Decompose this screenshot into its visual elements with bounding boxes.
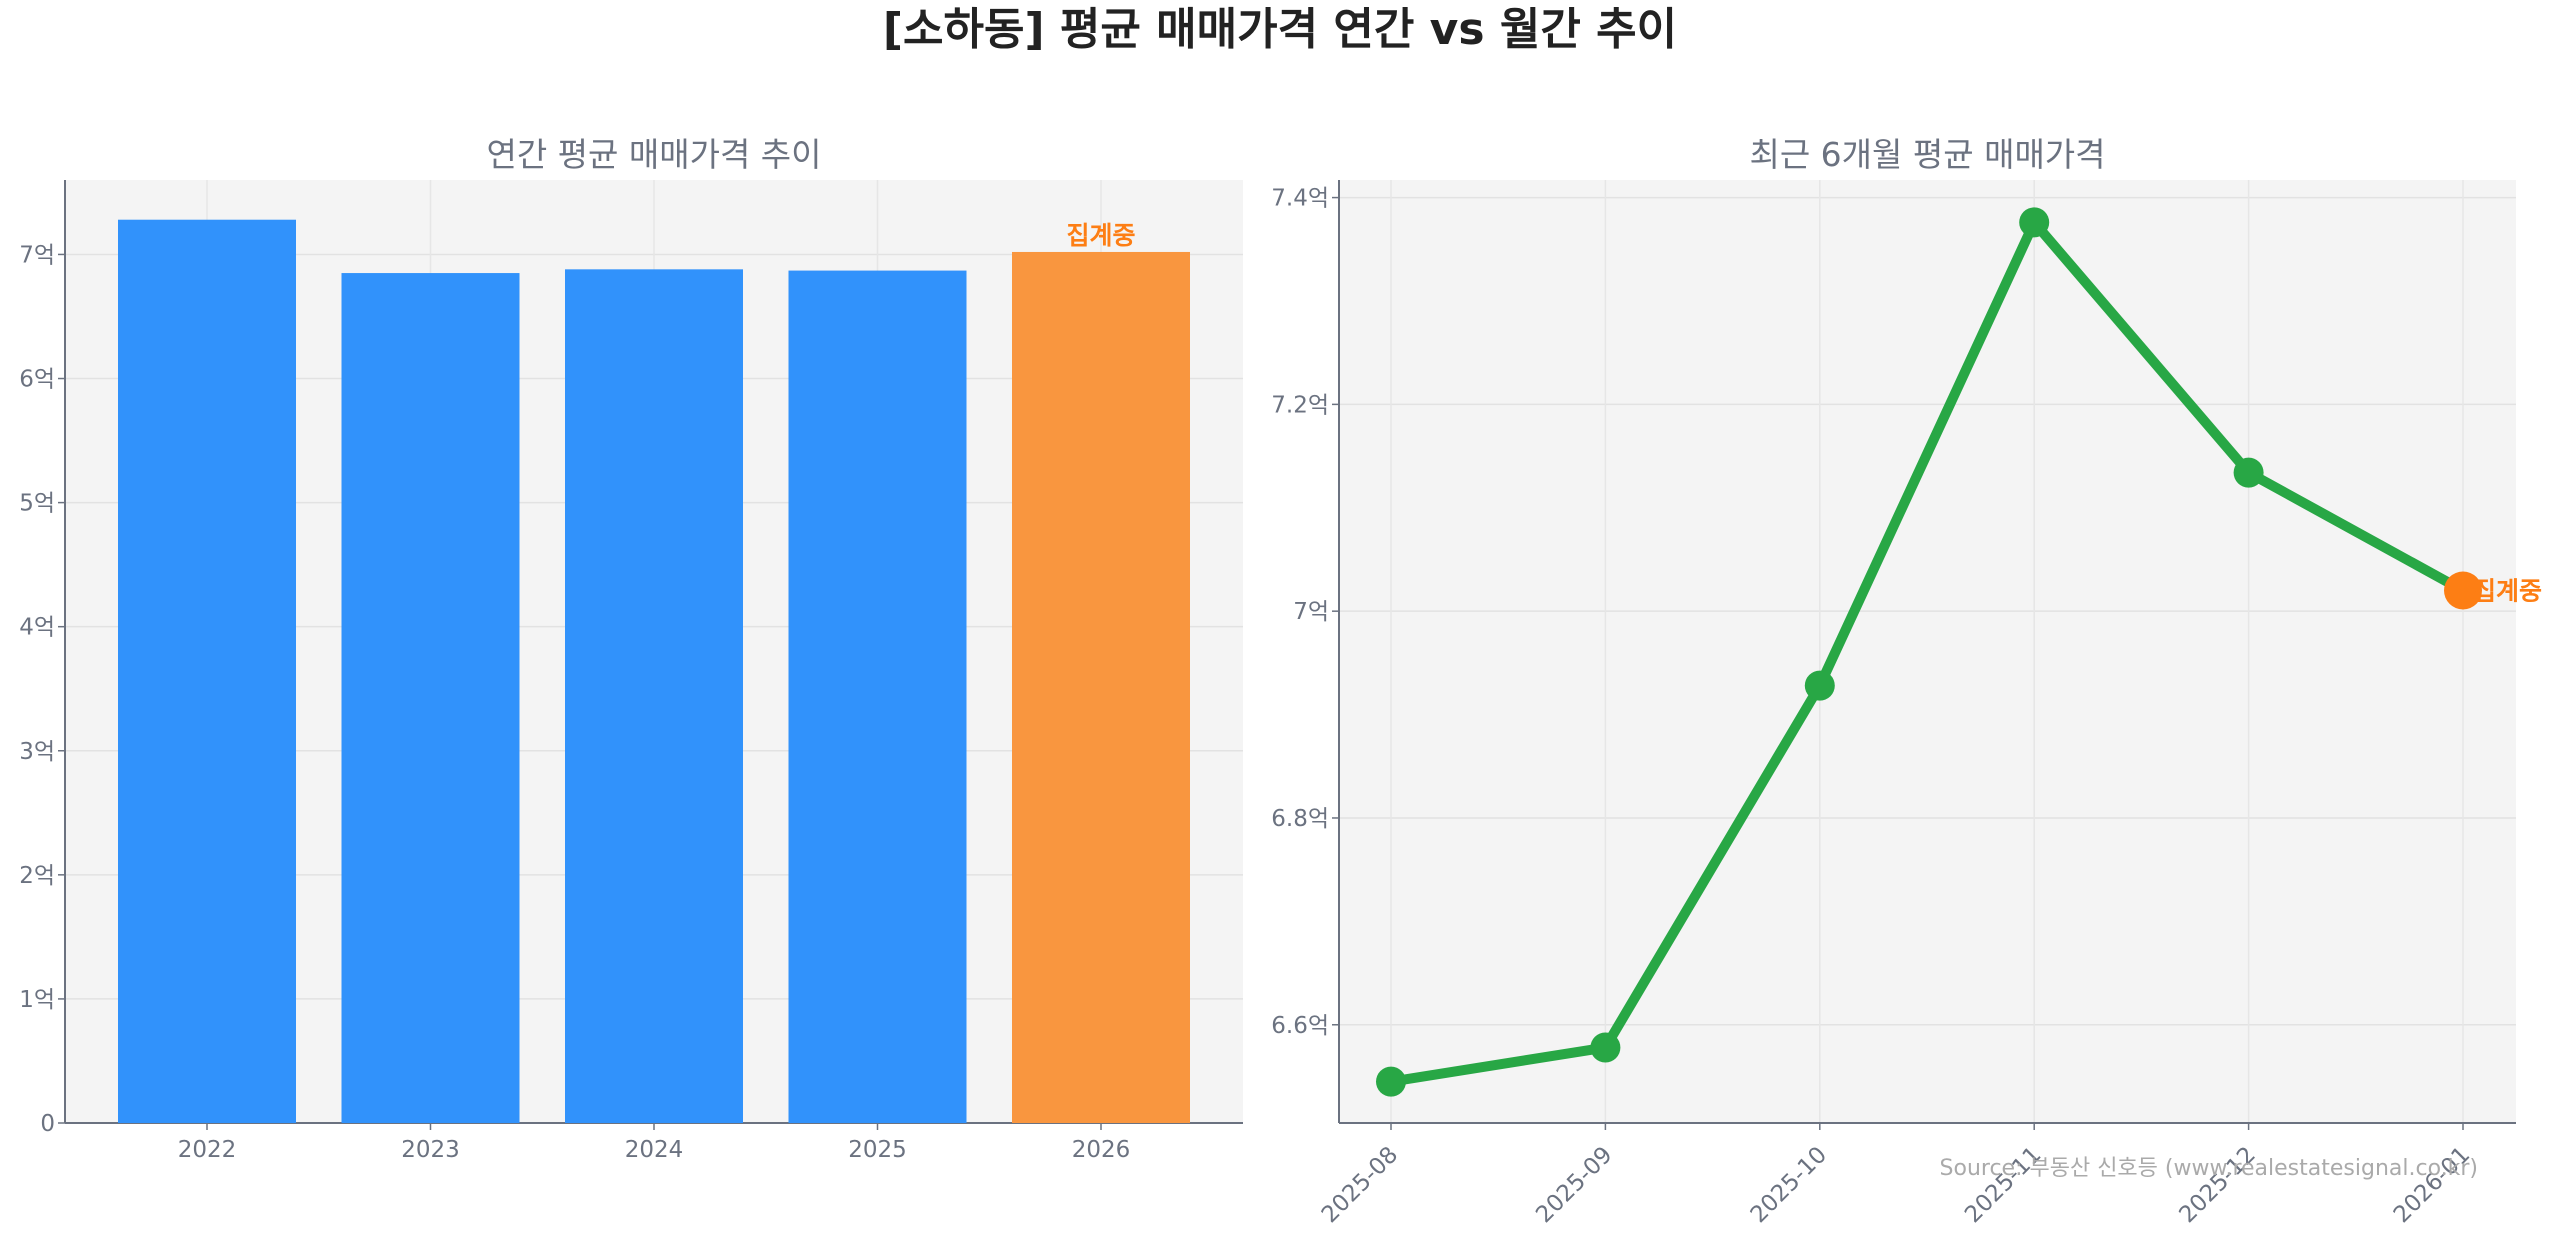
data-point-2025-09 (1590, 1032, 1621, 1063)
bar-2023 (341, 273, 520, 1123)
bar-2025 (788, 270, 967, 1123)
y-tick-label: 3억 (19, 739, 55, 765)
x-tick-label: 2025-12 (2174, 1142, 2260, 1228)
y-tick-label: 6.6억 (1271, 1013, 1329, 1039)
y-tick-label: 6.8억 (1271, 806, 1329, 832)
monthly-line-chart: 6.6억 6.8억 7억 7.2억 7.4억 최근 6개월 평균 매매가격 2025-08 2… (1271, 135, 2542, 1228)
bar-2026 (1012, 251, 1190, 1123)
plot-area (1339, 180, 2516, 1123)
x-tick-label: 2025-11 (1960, 1142, 2046, 1228)
y-tick-label: 6억 (19, 367, 55, 393)
source-note: Source: 부동산 신호등 (www.realestatesignal.co… (1940, 1156, 2478, 1181)
x-tick-label: 2025-10 (1746, 1142, 1832, 1228)
bar-2024 (565, 269, 743, 1123)
x-tick-label: 2025-09 (1531, 1142, 1617, 1228)
data-point-2026-01 (2444, 571, 2482, 610)
main-title: [소하동] 평균 매매가격 연간 vs 월간 추이 (883, 4, 1677, 55)
subplot-title: 연간 평균 매매가격 추이 (486, 135, 821, 174)
y-tick-label: 7억 (1293, 599, 1329, 625)
y-tick-label: 7억 (19, 242, 55, 268)
series-line (1390, 217, 2466, 1087)
x-tick-label: 2022 (178, 1137, 237, 1163)
y-tick-label: 5억 (19, 491, 55, 517)
data-point-2025-12 (2233, 457, 2264, 488)
y-tick-label: 2억 (19, 863, 55, 889)
y-tick-label: 0 (40, 1111, 55, 1137)
x-tick-label: 2026 (1072, 1137, 1131, 1163)
data-point-2025-11 (2019, 207, 2050, 238)
x-tick-label: 2026-01 (2389, 1142, 2475, 1228)
subplot-title: 최근 6개월 평균 매매가격 (1749, 135, 2105, 174)
x-tick-label: 2025-08 (1317, 1142, 1403, 1228)
y-tick-label: 4억 (19, 615, 55, 641)
x-tick-label: 2024 (625, 1137, 684, 1163)
annual-bar-chart: 0 1억 2억 3억 4억 5억 6억 7억 연간 평균 매매가격 추이 2022 2023 2024… (19, 135, 1243, 1163)
x-tick-label: 2023 (401, 1137, 460, 1163)
data-point-2025-08 (1376, 1066, 1406, 1097)
x-tick-label: 2025 (848, 1137, 907, 1163)
in-progress-label: 집계중 (1066, 221, 1135, 250)
y-tick-label: 1억 (19, 987, 55, 1013)
bar-2022 (118, 219, 296, 1123)
y-tick-label: 7.2억 (1271, 392, 1329, 418)
y-tick-label: 7.4억 (1271, 186, 1329, 212)
data-point-2025-10 (1804, 670, 1835, 701)
in-progress-label: 집계중 (2473, 576, 2542, 605)
